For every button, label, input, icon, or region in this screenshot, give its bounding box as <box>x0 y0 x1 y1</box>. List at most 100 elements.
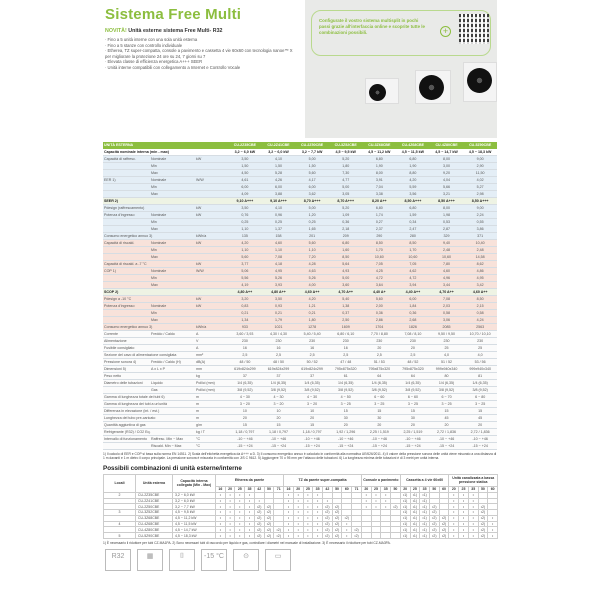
cell-value: 999x940x340 <box>463 365 497 373</box>
cell-value: 0,34 <box>396 218 430 226</box>
compatibility-dot: •2) <box>438 532 450 540</box>
cell-value: 230 <box>362 337 397 345</box>
cell-value: 209 <box>328 232 363 240</box>
model-header: CU-4Z68CBE <box>396 142 430 149</box>
table-row: Refrigerante (R32) / CO2 Eq. kg / T 1,18 /… <box>103 428 497 436</box>
cell-value: 4,19 <box>228 281 262 289</box>
table-row: Max 4,50 5,28 5,60 7,30 8,00 8,80 9,20 11,50 <box>103 169 497 177</box>
model-header: CU-5Z90CBE <box>463 142 497 149</box>
table-row: Gamma di lunghezza totale dei tubi 6) m 4 … <box>103 393 497 401</box>
table-row: Capacità di riscald. a -7 °C kW 3,77 4,18 4,… <box>103 260 497 268</box>
cell-value: 795x875x320 <box>396 365 430 373</box>
compatibility-dot <box>438 509 450 516</box>
cell-value: 2,68 <box>396 316 430 324</box>
cell-value: 2,5 <box>362 351 397 359</box>
cell-value: 1,10 <box>228 225 262 233</box>
cell-value: 7,80 <box>429 260 464 268</box>
qr-code-icon[interactable] <box>459 14 489 44</box>
cell-value: 5,00 <box>328 274 363 282</box>
cell-value: 5,66 <box>429 183 464 191</box>
cell-value: 795x875x320 <box>328 365 363 373</box>
table-row: Min 1,10 1,10 1,10 1,60 1,70 1,70 2,48 2,48 <box>103 246 497 254</box>
row-label <box>103 281 151 289</box>
compatibility-dot <box>390 526 401 534</box>
cell-value: 1/4 (6,35) <box>295 379 329 387</box>
row-unit <box>195 190 229 198</box>
specs-table: UNITÀ ESTERNA CU-2Z35CBE CU-2Z41CBE CU-2Z50… <box>103 142 497 450</box>
cell-value: 1/4 (6,35) <box>228 379 262 387</box>
row-unit <box>195 253 229 261</box>
cell-value: 4,40 A++ <box>396 288 430 296</box>
row-label: Gamma di lunghezza totale dei tubi 6) <box>103 393 196 401</box>
configurator-box[interactable]: Configurate il vostro sistema multisplit… <box>311 10 491 56</box>
cell-value: 20 <box>362 344 397 352</box>
cell-value: 51 / 53 <box>362 358 397 366</box>
cell-value: 6 ~ 80 <box>463 393 497 401</box>
row-label: Refrigerante (R32) / CO2 Eq. <box>103 428 196 436</box>
cell-value: 1,70 <box>396 246 430 254</box>
cell-value: 4,60 A++ <box>463 288 497 296</box>
combinations-group-row: Locali Unità esterna Capacità interna coll… <box>103 473 499 493</box>
cell-value: 230 <box>396 337 430 345</box>
cell-value: 8,50 A+++ <box>429 197 464 205</box>
cell-value: 1826 <box>396 323 430 331</box>
cell-value: 8,00 <box>362 169 397 177</box>
cell-value: 5,60 <box>295 239 329 247</box>
row-unit <box>195 169 229 177</box>
row-unit: Pollici (mm) <box>195 386 229 394</box>
table-row: Capacità di raffresc. Nominale kW 3,50 4,10 5… <box>103 155 497 163</box>
capacity-value: 4,5 ~ 11,5 kW <box>396 148 430 156</box>
cell-value: 0,36 <box>396 309 430 317</box>
cell-value: 4,95 <box>463 274 497 282</box>
cell-value: 10,60 <box>429 253 464 261</box>
cell-value: 5,06 <box>228 267 262 275</box>
row-label: Differenza in elevazione (int. / est.) <box>103 407 196 415</box>
cell-value: -15 ~ +24 <box>362 442 397 450</box>
row-label: Potenza d'ingresso <box>103 302 151 310</box>
cell-value: 64 <box>396 372 430 380</box>
row-sublabel: Max <box>150 281 196 289</box>
compatibility-dot <box>360 532 372 540</box>
row-sublabel: Max <box>150 253 196 261</box>
cell-value: 0,36 <box>328 218 363 226</box>
cell-value: 2085 <box>429 323 464 331</box>
cell-value: 4,72 <box>396 274 430 282</box>
table-row: Fusibile consigliato A 16 16 16 16 20 20 25 25 <box>103 344 497 352</box>
cell-value: 47 / 48 <box>328 358 363 366</box>
compatibility-dot: •2) <box>428 532 440 540</box>
cell-value: 2563 <box>463 323 497 331</box>
row-sublabel: Nominale <box>150 239 196 247</box>
cell-value: 1,18 / 0,797 <box>228 428 262 436</box>
cell-value: 3,38 <box>362 190 397 198</box>
compatibility-dot <box>487 509 499 516</box>
cell-value: 4,09 <box>228 190 262 198</box>
cell-value: 1,10 <box>295 246 329 254</box>
table-row: Intervallo di funzionamento Raffresc. Min… <box>103 435 497 443</box>
row-label: Peso netto <box>103 372 196 380</box>
row-unit <box>195 309 229 317</box>
cell-value: 8,70 A+++ <box>295 197 329 205</box>
compatibility-dot: • <box>302 532 314 540</box>
cell-value: 2,37 <box>362 225 397 233</box>
cell-value: 5,27 <box>463 183 497 191</box>
cell-value: 37 <box>295 372 329 380</box>
cell-value: 7,05 <box>396 260 430 268</box>
compatibility-dot <box>351 514 362 522</box>
cell-value: 2,15 <box>463 302 497 310</box>
cell-value: 4,20 <box>228 239 262 247</box>
row-sublabel: A x L x P <box>150 365 196 373</box>
plus-icon[interactable]: + <box>440 26 451 37</box>
cell-value: 50 / 52 <box>295 358 329 366</box>
row-unit: kW <box>195 155 229 163</box>
row-label: Sezione del cavo di alimentazione consig… <box>103 351 196 359</box>
cell-value: -10 ~ +46 <box>396 435 430 443</box>
cell-value: 0,93 <box>261 302 296 310</box>
cell-value: 1,50 <box>261 162 296 170</box>
row-sublabel: Max <box>150 225 196 233</box>
cell-value: 4,40 A+ <box>362 288 397 296</box>
cell-value: 1278 <box>295 323 329 331</box>
cell-value: 2,50 <box>328 316 363 324</box>
row-label: Intervallo di funzionamento <box>103 435 151 443</box>
page-subtitle: NOVITÀ! Unità esterne sistema Free Multi… <box>105 28 222 34</box>
